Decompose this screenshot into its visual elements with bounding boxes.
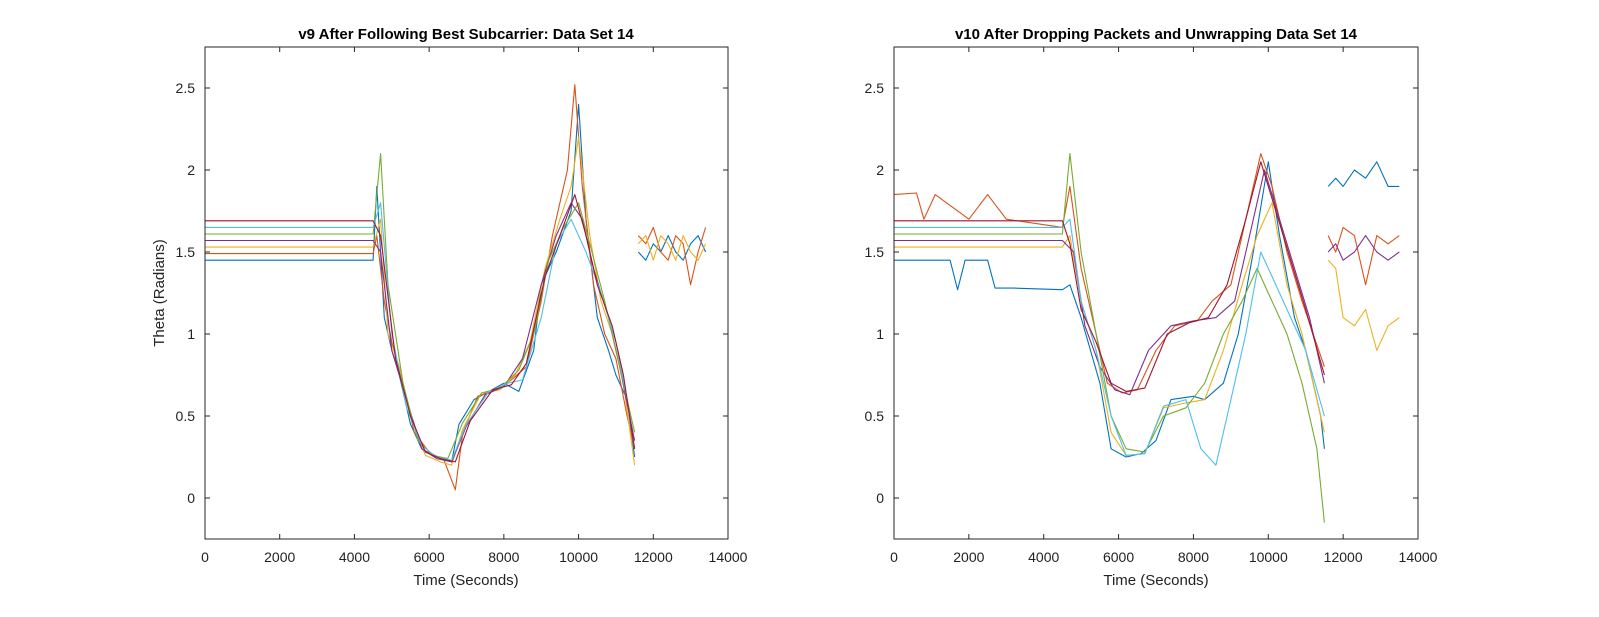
x-tick-label: 4000 <box>1028 549 1059 565</box>
y-axis: 0 0.5 1 1.5 2 2.5 <box>865 80 1418 506</box>
x-tick-label: 0 <box>890 549 898 565</box>
x-tick-label: 6000 <box>1103 549 1134 565</box>
series-line <box>637 226 707 286</box>
y-tick-label: 2.5 <box>865 80 885 96</box>
chart-left: v9 After Following Best Subcarrier: Data… <box>151 26 748 589</box>
series-line <box>894 161 1325 392</box>
y-tick-label: 0 <box>187 490 195 506</box>
series-line <box>894 153 1325 523</box>
series-line <box>205 194 636 463</box>
series-line <box>1327 259 1400 351</box>
series-line <box>205 136 636 466</box>
x-axis-label: Time (Seconds) <box>413 572 518 589</box>
y-tick-label: 1 <box>187 326 195 342</box>
y-axis-label: Theta (Radians) <box>151 239 168 347</box>
series-line <box>894 218 1325 466</box>
y-tick-label: 1.5 <box>176 244 196 260</box>
series-line <box>205 153 636 460</box>
chart-right: v10 After Dropping Packets and Unwrappin… <box>865 26 1438 589</box>
plot-area <box>205 84 707 491</box>
y-tick-label: 2 <box>187 162 195 178</box>
x-tick-label: 10000 <box>1249 549 1288 565</box>
series-line <box>205 103 636 463</box>
series-line <box>1327 235 1400 261</box>
series-line <box>893 153 1325 394</box>
x-tick-label: 12000 <box>634 549 673 565</box>
x-tick-label: 6000 <box>414 549 445 565</box>
axes-frame <box>893 46 1419 540</box>
y-tick-label: 2 <box>876 162 884 178</box>
series-line <box>1327 226 1400 286</box>
x-axis: 0 2000 4000 6000 8000 10000 12000 14000 <box>201 47 748 565</box>
y-axis: 0 0.5 1 1.5 2 2.5 <box>176 80 728 506</box>
x-tick-label: 14000 <box>1399 549 1438 565</box>
x-tick-label: 2000 <box>264 549 295 565</box>
axes-frame <box>204 46 729 540</box>
x-tick-label: 12000 <box>1324 549 1363 565</box>
y-tick-label: 1 <box>876 326 884 342</box>
series-line <box>894 161 1325 458</box>
x-tick-label: 8000 <box>488 549 519 565</box>
series-line <box>1327 161 1400 187</box>
series-line <box>894 169 1325 396</box>
plot-area <box>893 153 1400 523</box>
y-tick-label: 0 <box>876 490 884 506</box>
x-tick-label: 8000 <box>1178 549 1209 565</box>
x-tick-label: 4000 <box>339 549 370 565</box>
series-line <box>205 202 636 461</box>
x-tick-label: 0 <box>201 549 209 565</box>
chart-title: v9 After Following Best Subcarrier: Data… <box>298 26 634 43</box>
x-axis: 0 2000 4000 6000 8000 10000 12000 14000 <box>890 47 1438 565</box>
x-axis-label: Time (Seconds) <box>1103 572 1208 589</box>
series-line <box>637 235 707 261</box>
y-tick-label: 1.5 <box>865 244 885 260</box>
series-line <box>205 84 636 491</box>
y-tick-label: 2.5 <box>176 80 196 96</box>
y-tick-label: 0.5 <box>865 408 885 424</box>
x-tick-label: 14000 <box>709 549 748 565</box>
x-tick-label: 2000 <box>953 549 984 565</box>
series-line <box>637 235 707 261</box>
y-tick-label: 0.5 <box>176 408 196 424</box>
x-tick-label: 10000 <box>559 549 598 565</box>
chart-title: v10 After Dropping Packets and Unwrappin… <box>955 26 1358 43</box>
series-line <box>205 202 636 463</box>
